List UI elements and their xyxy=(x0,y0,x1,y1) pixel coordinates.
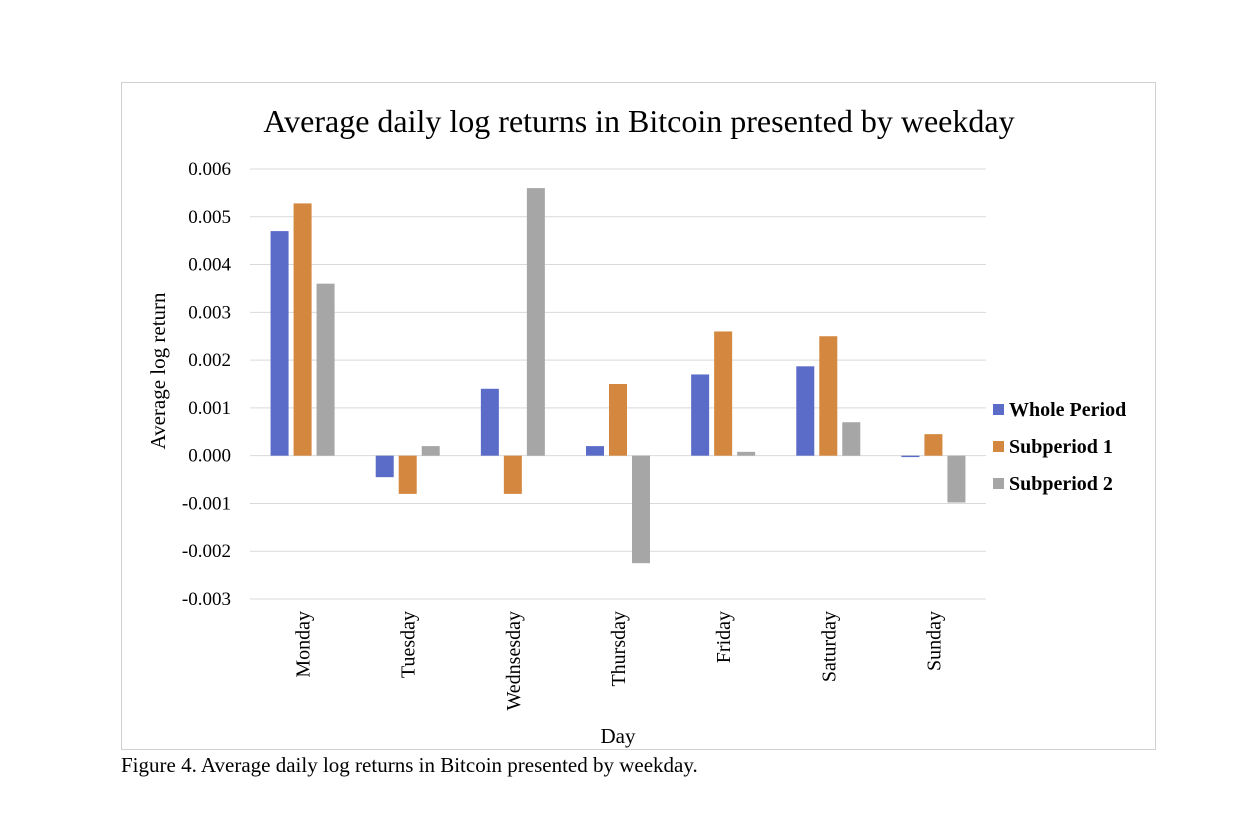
legend-swatch xyxy=(993,478,1004,489)
x-tick-label: Friday xyxy=(713,611,735,663)
bar-whole-period-monday xyxy=(270,231,289,456)
bar-subperiod-1-monday xyxy=(293,203,312,456)
y-axis-ticks: 0.006 0.005 0.004 0.003 0.002 0.001 0.000 -0.00… xyxy=(182,159,232,610)
bar-subperiod-2-thursday xyxy=(632,455,650,564)
chart: Average daily log returns in Bitcoin pre… xyxy=(146,103,1126,748)
chart-frame: Average daily log returns in Bitcoin pre… xyxy=(121,82,1156,750)
y-tick-label: 0.000 xyxy=(188,446,231,467)
bar-subperiod-2-sunday xyxy=(947,455,966,503)
x-tick-label: Sunday xyxy=(923,611,945,671)
figure-caption: Figure 4. Average daily log returns in B… xyxy=(121,753,698,777)
y-tick-label: 0.005 xyxy=(188,207,231,228)
bars xyxy=(270,188,966,564)
bar-subperiod-1-wednsesday xyxy=(503,455,522,494)
bar-subperiod-2-saturday xyxy=(842,422,861,456)
x-axis-label: Day xyxy=(601,724,636,748)
x-tick-label: Tuesday xyxy=(398,611,420,678)
y-tick-label: 0.001 xyxy=(188,398,231,419)
bar-subperiod-2-friday xyxy=(737,451,756,456)
y-tick-label: 0.002 xyxy=(188,350,231,371)
chart-title: Average daily log returns in Bitcoin pre… xyxy=(263,103,1014,139)
bar-subperiod-2-wednsesday xyxy=(526,188,545,456)
y-tick-label: 0.004 xyxy=(188,255,231,276)
bar-whole-period-saturday xyxy=(796,366,815,456)
legend-label: Whole Period xyxy=(1009,399,1126,421)
bar-whole-period-wednsesday xyxy=(480,388,499,456)
x-tick-label: Thursday xyxy=(608,611,630,687)
bar-subperiod-1-sunday xyxy=(924,434,943,456)
bar-whole-period-sunday xyxy=(901,455,920,458)
bar-subperiod-1-tuesday xyxy=(398,455,417,494)
y-tick-label: -0.002 xyxy=(182,541,231,562)
bar-subperiod-1-saturday xyxy=(819,336,838,456)
bar-subperiod-2-tuesday xyxy=(421,446,440,456)
y-tick-label: -0.001 xyxy=(182,493,231,514)
x-axis-ticks: Monday Tuesday Wednsesday Thursday Friday Sat… xyxy=(293,611,946,710)
bar-subperiod-1-friday xyxy=(714,331,733,456)
bar-whole-period-thursday xyxy=(586,446,604,456)
bar-whole-period-friday xyxy=(691,374,710,456)
x-tick-label: Saturday xyxy=(818,611,840,682)
bar-whole-period-tuesday xyxy=(375,455,394,478)
y-axis-label: Average log return xyxy=(146,292,170,450)
legend-swatch xyxy=(993,441,1004,452)
bar-subperiod-2-monday xyxy=(316,283,335,456)
legend-label: Subperiod 1 xyxy=(1009,436,1113,458)
x-tick-label: Monday xyxy=(293,611,315,678)
legend-label: Subperiod 2 xyxy=(1009,473,1113,495)
y-tick-label: -0.003 xyxy=(182,589,231,610)
legend-swatch xyxy=(993,404,1004,415)
legend: Whole Period Subperiod 1 Subperiod 2 xyxy=(993,399,1126,495)
bar-subperiod-1-thursday xyxy=(609,384,627,456)
y-tick-label: 0.006 xyxy=(188,159,231,180)
x-tick-label: Wednsesday xyxy=(503,611,525,710)
y-tick-label: 0.003 xyxy=(188,302,231,323)
